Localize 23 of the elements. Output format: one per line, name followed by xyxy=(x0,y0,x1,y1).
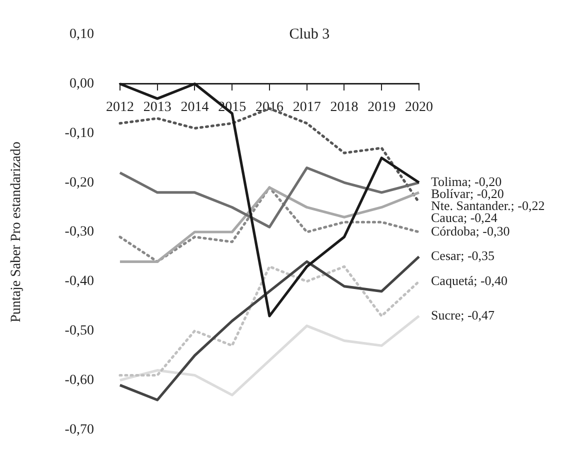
x-tick-label: 2018 xyxy=(330,100,358,115)
x-tick-label: 2013 xyxy=(143,100,172,115)
y-tick-label: -0,30 xyxy=(64,224,94,240)
y-axis-title: Puntaje Saber Pro estandarizado xyxy=(9,142,24,322)
y-tick-label: 0,10 xyxy=(69,27,94,42)
series-label: Córdoba; -0,30 xyxy=(431,223,510,238)
x-tick-label: 2020 xyxy=(405,100,433,115)
chart-title: Club 3 xyxy=(289,26,330,42)
x-tick-label: 2019 xyxy=(368,100,396,115)
y-tick-label: -0,70 xyxy=(64,422,94,438)
y-tick-label: -0,40 xyxy=(64,274,94,290)
x-tick-label: 2017 xyxy=(292,100,321,115)
series-label: Sucre; -0,47 xyxy=(431,307,496,322)
x-tick-label: 2012 xyxy=(106,100,134,115)
line-series xyxy=(118,265,420,377)
x-tick-label: 2014 xyxy=(180,100,209,115)
y-tick-label: -0,10 xyxy=(64,126,94,141)
y-tick-label: 0,00 xyxy=(69,76,94,92)
y-tick-label: -0,50 xyxy=(64,323,94,338)
y-tick-label: -0,20 xyxy=(64,175,94,190)
series-label: Caquetá; -0,40 xyxy=(431,272,508,288)
series-label: Cesar; -0,35 xyxy=(431,248,495,264)
y-tick-label: -0,60 xyxy=(64,372,94,388)
